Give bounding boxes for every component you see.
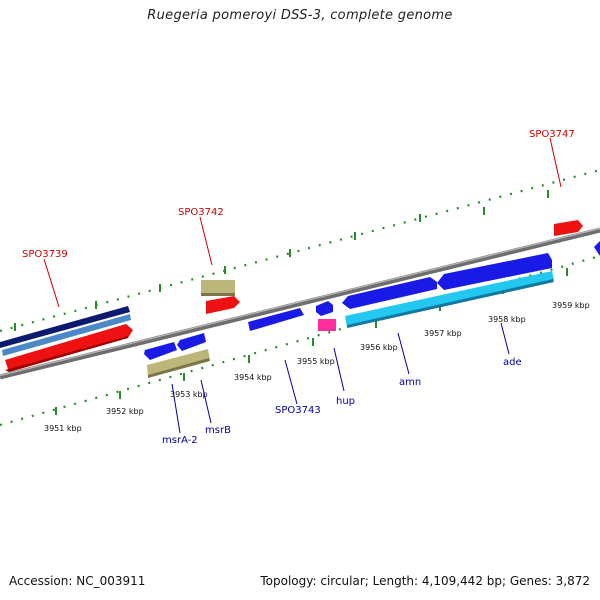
- gene-red-large-shadow: [5, 336, 128, 372]
- summary-text: Topology: circular; Length: 4,109,442 bp…: [260, 574, 590, 588]
- label-msrb: msrB: [205, 425, 231, 436]
- leader-line: [199, 216, 213, 266]
- tick-label: 3955 kbp: [297, 357, 335, 366]
- label-spo3747: SPO3747: [529, 129, 575, 140]
- gene-blue: [316, 301, 333, 316]
- scale-labels: 3951 kbp 3952 kbp 3953 kbp 3954 kbp 3955…: [44, 301, 590, 433]
- gene-blue: [248, 308, 304, 331]
- leader-line: [171, 383, 181, 434]
- tick-label: 3958 kbp: [488, 315, 526, 324]
- gene-blue: [437, 253, 552, 290]
- leader-line: [333, 347, 345, 392]
- tick-label: 3953 kbp: [170, 390, 208, 399]
- leader-line: [284, 359, 298, 405]
- tick-label: 3954 kbp: [234, 373, 272, 382]
- label-msra-2: msrA-2: [162, 435, 198, 446]
- leader-line: [397, 332, 410, 375]
- backbone-highlight: [0, 227, 600, 377]
- leader-line: [549, 137, 562, 188]
- genome-backbone: [0, 227, 600, 380]
- backbone-line: [0, 227, 600, 380]
- label-amn: amn: [399, 377, 421, 388]
- label-ade: ade: [503, 357, 522, 368]
- leader-line: [43, 258, 60, 308]
- gene-khaki-upper: [201, 280, 235, 294]
- upper-labels: SPO3739 SPO3742 SPO3747: [22, 129, 575, 308]
- gene-khaki-lower-shadow: [148, 358, 210, 378]
- gene-cyan-shadow: [347, 279, 554, 328]
- gene-khaki-lower: [147, 349, 210, 377]
- gene-blue: [177, 333, 206, 351]
- gene-blue: [144, 342, 177, 360]
- gene-red-small: [206, 296, 240, 314]
- leader-line: [500, 322, 510, 355]
- gene-red-right: [554, 220, 583, 236]
- gene-blue: [342, 277, 437, 309]
- gene-khaki-upper-shadow: [201, 293, 235, 296]
- label-hup: hup: [336, 396, 355, 407]
- gene-red-large: [5, 324, 133, 372]
- gene-blue-edge: [594, 241, 600, 256]
- gene-cyan: [345, 271, 554, 327]
- tick-label: 3951 kbp: [44, 424, 82, 433]
- tick-label: 3952 kbp: [106, 407, 144, 416]
- gene-navy: [0, 306, 130, 348]
- map-title: Ruegeria pomeroyi DSS-3, complete genome: [147, 8, 453, 23]
- upper-ruler: [0, 168, 600, 333]
- label-spo3739: SPO3739: [22, 249, 68, 260]
- tick-label: 3957 kbp: [424, 329, 462, 338]
- leader-line: [200, 379, 212, 424]
- accession-text: Accession: NC_003911: [9, 574, 146, 588]
- tick-label: 3959 kbp: [552, 301, 590, 310]
- upper-ruler-dots: [0, 168, 600, 333]
- label-spo3743: SPO3743: [275, 405, 321, 416]
- tick-label: 3956 kbp: [360, 343, 398, 352]
- genes: [0, 220, 600, 378]
- gene-steel: [2, 314, 131, 356]
- label-spo3742: SPO3742: [178, 207, 224, 218]
- lower-labels: msrA-2 msrB SPO3743 hup amn ade: [162, 322, 522, 446]
- gene-pink: [318, 319, 336, 331]
